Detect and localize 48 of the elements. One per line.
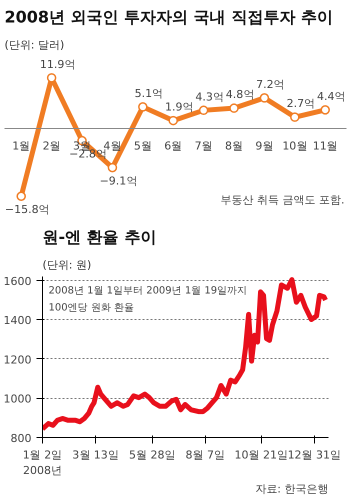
point bbox=[108, 162, 118, 172]
point bbox=[16, 192, 26, 201]
data-label: 1.9억 bbox=[164, 100, 194, 114]
chart-subtitle: (단위: 달러) bbox=[4, 38, 64, 52]
data-label: 4.3억 bbox=[195, 90, 224, 104]
data-label: 11.9억 bbox=[40, 58, 76, 71]
annotation: 부동산 취득 금액도 포함. bbox=[220, 194, 345, 206]
annotation: 100엔당 원화 환율 bbox=[48, 302, 134, 314]
point bbox=[138, 102, 148, 112]
data-label: −15.8억 bbox=[4, 203, 50, 216]
y-tick-label: 1600 bbox=[4, 274, 32, 288]
data-label: 7.2억 bbox=[256, 78, 285, 91]
data-label: 2.7억 bbox=[286, 97, 316, 110]
x-tick-label: 7월 bbox=[194, 140, 213, 153]
x-tick-label: 11월 bbox=[312, 140, 338, 153]
x-tick-label: 5월 bbox=[134, 140, 152, 153]
text: 자료: 한국은행 bbox=[255, 482, 328, 495]
x-tick-label: 10월 bbox=[282, 140, 308, 153]
x-tick-label: 1월 bbox=[12, 140, 30, 153]
data-label: 4.4억 bbox=[316, 90, 346, 103]
x-tick-label: 8월 7일 bbox=[186, 448, 226, 462]
annotation: 2008년 1월 1일부터 2009년 1월 19일까지 bbox=[48, 286, 248, 296]
x-tick-label: 10월 21일 bbox=[234, 448, 288, 462]
x-tick-label: 9월 bbox=[255, 140, 274, 153]
x-tick-label: 2월 bbox=[42, 140, 61, 153]
x-tick-label: 3월 13일 bbox=[72, 448, 119, 462]
x-tick-label: 6월 bbox=[164, 140, 182, 153]
y-tick-label: 800 bbox=[10, 432, 32, 445]
chart-title: 원-엔 환율 추이 bbox=[42, 228, 156, 246]
x-tick-label: 1월 2일 2008년 bbox=[22, 448, 62, 478]
data-label: 4.8억 bbox=[226, 88, 254, 102]
point bbox=[198, 106, 208, 116]
point bbox=[320, 105, 330, 115]
data-label: 5.1억 bbox=[134, 86, 164, 100]
data-label: −9.1억 bbox=[100, 174, 138, 188]
point bbox=[168, 116, 178, 126]
chart-subtitle: (단위: 원) bbox=[42, 258, 92, 272]
x-tick-label: 5월 28일 bbox=[129, 448, 176, 462]
y-tick-label: 1200 bbox=[4, 353, 32, 366]
y-tick-label: 1000 bbox=[4, 392, 32, 406]
chart-title: 2008년 외국인 투자자의 국내 직접투자 추이 bbox=[4, 8, 333, 26]
point bbox=[46, 73, 56, 83]
point bbox=[290, 112, 300, 122]
x-tick-label: 12월 31일 bbox=[288, 448, 342, 462]
y-tick-label: 1400 bbox=[4, 314, 32, 328]
x-tick-label: 8월 bbox=[225, 140, 244, 153]
point bbox=[260, 93, 270, 103]
point bbox=[229, 103, 239, 113]
